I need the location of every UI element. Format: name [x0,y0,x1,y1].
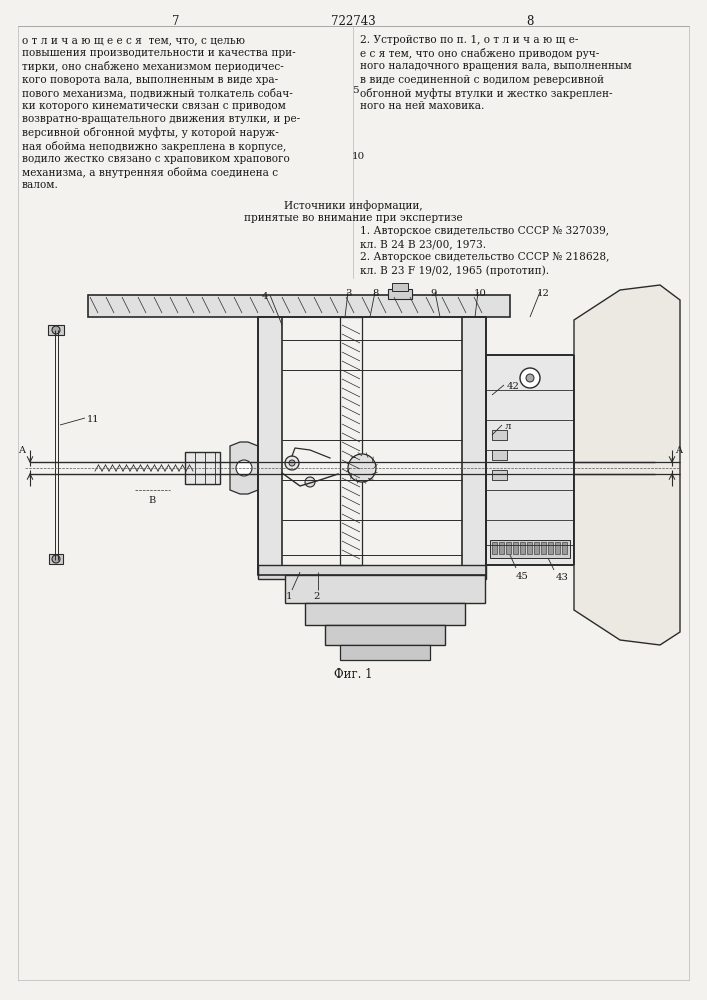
Text: водило жестко связано с храповиком храпового: водило жестко связано с храповиком храпо… [22,154,290,164]
Text: 8: 8 [526,15,534,28]
Circle shape [348,454,376,482]
Circle shape [52,555,60,563]
Bar [492,470,507,480]
Text: версивной обгонной муфты, у которой наруж-: версивной обгонной муфты, у которой нару… [22,127,279,138]
Polygon shape [574,285,680,645]
Bar [541,542,546,554]
Bar [305,603,465,625]
Text: валом.: валом. [22,180,59,190]
Circle shape [520,368,540,388]
Bar [258,317,282,575]
Text: 10: 10 [474,289,486,298]
Text: 5: 5 [352,86,358,95]
Text: е с я тем, что оно снабжено приводом руч-: е с я тем, что оно снабжено приводом руч… [360,48,600,59]
Text: 8: 8 [373,289,379,298]
Bar [340,645,430,660]
Text: кл. В 23 F 19/02, 1965 (прототип).: кл. В 23 F 19/02, 1965 (прототип). [360,265,549,276]
Text: механизма, а внутренняя обойма соединена с: механизма, а внутренняя обойма соединена… [22,167,278,178]
Text: ного наладочного вращения вала, выполненным: ного наладочного вращения вала, выполнен… [360,61,632,71]
Bar [492,430,507,440]
Polygon shape [230,442,258,494]
Text: возвратно-вращательного движения втулки, и ре-: возвратно-вращательного движения втулки,… [22,114,300,124]
Bar [462,317,486,575]
Text: 1. Авторское свидетельство СССР № 327039,: 1. Авторское свидетельство СССР № 327039… [360,226,609,236]
Text: 4: 4 [262,292,268,301]
Text: 45: 45 [516,572,529,581]
Text: A: A [675,446,682,455]
Text: Фиг. 1: Фиг. 1 [334,668,373,681]
Text: 42: 42 [507,382,520,391]
Text: 12: 12 [537,289,549,298]
Bar [48,325,64,335]
Text: 43: 43 [556,573,569,582]
Bar [340,317,362,565]
Text: 2. Авторское свидетельство СССР № 218628,: 2. Авторское свидетельство СССР № 218628… [360,252,609,262]
Bar [490,540,570,558]
Text: кл. В 24 В 23/00, 1973.: кл. В 24 В 23/00, 1973. [360,239,486,249]
Text: кого поворота вала, выполненным в виде хра-: кого поворота вала, выполненным в виде х… [22,75,278,85]
Text: о т л и ч а ю щ е е с я  тем, что, с целью: о т л и ч а ю щ е е с я тем, что, с цель… [22,35,245,45]
Bar [325,625,445,645]
Bar [388,289,412,299]
Text: 2. Устройство по п. 1, о т л и ч а ю щ е-: 2. Устройство по п. 1, о т л и ч а ю щ е… [360,35,578,45]
Circle shape [236,460,252,476]
Bar [49,554,63,564]
Text: в виде соединенной с водилом реверсивной: в виде соединенной с водилом реверсивной [360,75,604,85]
Text: 1: 1 [286,592,292,601]
Text: 11: 11 [87,415,100,424]
Text: принятые во внимание при экспертизе: принятые во внимание при экспертизе [244,213,462,223]
Bar [499,542,504,554]
Bar [513,542,518,554]
Bar [492,542,497,554]
Circle shape [52,326,60,334]
Text: л: л [505,422,511,431]
Circle shape [285,456,299,470]
Bar [258,565,486,579]
Text: ки которого кинематически связан с приводом: ки которого кинематически связан с приво… [22,101,286,111]
Text: 722743: 722743 [331,15,375,28]
Bar [492,450,507,460]
Bar [506,542,511,554]
Bar [555,542,560,554]
Text: 10: 10 [352,152,366,161]
Text: пового механизма, подвижный толкатель собач-: пового механизма, подвижный толкатель со… [22,88,293,99]
Circle shape [526,374,534,382]
Bar [285,575,485,603]
Text: повышения производительности и качества при-: повышения производительности и качества … [22,48,296,58]
Bar [392,283,408,291]
Bar [534,542,539,554]
Text: обгонной муфты втулки и жестко закреплен-: обгонной муфты втулки и жестко закреплен… [360,88,612,99]
Text: 3: 3 [345,289,351,298]
Bar [520,542,525,554]
Text: 9: 9 [431,289,437,298]
Text: тирки, оно снабжено механизмом периодичес-: тирки, оно снабжено механизмом периодиче… [22,61,284,72]
Circle shape [289,460,295,466]
Text: ного на ней маховика.: ного на ней маховика. [360,101,484,111]
Bar [527,542,532,554]
Bar [548,542,553,554]
Bar [486,355,574,565]
Bar [562,542,567,554]
Bar [88,295,510,317]
Text: ная обойма неподвижно закреплена в корпусе,: ная обойма неподвижно закреплена в корпу… [22,141,286,152]
Text: Источники информации,: Источники информации, [284,200,422,211]
Text: 7: 7 [173,15,180,28]
Circle shape [305,477,315,487]
Text: B: B [148,496,156,505]
Text: A: A [18,446,25,455]
Bar [185,452,220,484]
Text: 2: 2 [314,592,320,601]
